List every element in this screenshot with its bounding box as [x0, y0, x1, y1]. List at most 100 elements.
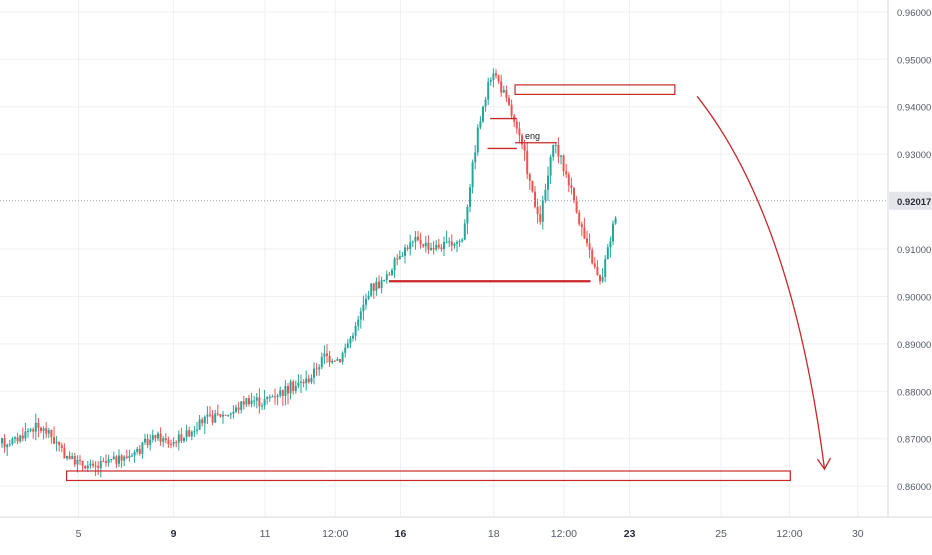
candle-body	[3, 438, 6, 448]
candle-body	[149, 439, 152, 445]
candle-body	[229, 413, 232, 415]
candle-body	[198, 419, 201, 430]
candle-body	[8, 443, 11, 445]
candle-body	[305, 378, 308, 384]
candle-body	[292, 381, 295, 391]
candle-body	[310, 377, 313, 383]
candle-body	[385, 274, 388, 281]
candle-body	[570, 185, 573, 188]
candle-body	[344, 347, 347, 353]
candle-body	[401, 255, 404, 257]
candle-body	[24, 431, 27, 439]
candle-body	[21, 435, 24, 439]
candle-body	[172, 441, 175, 445]
candle-body	[331, 360, 334, 363]
candle-body	[224, 414, 227, 416]
candle-body	[34, 422, 37, 432]
candle-body	[185, 430, 188, 438]
candle-body	[378, 281, 380, 289]
time-tick-label: 18	[488, 528, 500, 540]
candle-body	[248, 398, 250, 405]
candle-body	[573, 187, 575, 201]
candle-body	[102, 461, 105, 463]
forecast-arrow-head	[816, 457, 832, 471]
candle-body	[11, 438, 14, 444]
candle-body	[583, 227, 586, 239]
candle-body	[567, 174, 570, 186]
candle-body	[367, 295, 370, 299]
target-zone-box	[65, 470, 791, 482]
candle-body	[323, 353, 326, 357]
candle-body	[362, 304, 365, 312]
supply-zone-box	[514, 84, 676, 95]
candle-body	[157, 433, 159, 439]
candle-body	[409, 242, 412, 249]
price-tick-label: 0.90000	[897, 292, 931, 303]
candle-body	[609, 241, 612, 248]
candle-body	[359, 311, 362, 320]
candle-body	[276, 395, 279, 398]
candle-body	[1, 438, 3, 444]
candle-body	[183, 437, 185, 441]
candle-body	[341, 352, 344, 362]
eng-label: eng	[525, 131, 540, 141]
candle-body	[211, 415, 214, 423]
candle-body	[450, 241, 453, 246]
candle-body	[505, 89, 508, 98]
candle-body	[144, 438, 146, 443]
time-tick-label: 12:00	[322, 528, 348, 540]
candle-body	[219, 414, 222, 417]
candle-body	[586, 238, 588, 244]
price-tick-label: 0.94000	[897, 103, 931, 114]
price-tick-label: 0.86000	[897, 482, 931, 493]
candle-body	[349, 338, 352, 344]
candle-body	[274, 396, 276, 398]
candle-body	[123, 456, 126, 461]
candle-body	[60, 445, 63, 449]
candle-body	[489, 80, 492, 82]
price-tick-label: 0.87000	[897, 435, 931, 446]
candle-body	[71, 456, 74, 460]
candle-body	[404, 247, 406, 256]
candle-body	[138, 448, 141, 454]
candle-body	[58, 441, 61, 446]
candle-body	[346, 343, 349, 348]
candle-body	[357, 319, 360, 326]
candle-body	[482, 106, 484, 122]
candle-body	[45, 428, 48, 434]
candle-body	[175, 441, 178, 443]
candle-body	[528, 174, 531, 181]
candle-body	[32, 429, 35, 432]
candle-body	[97, 465, 100, 468]
candle-body	[612, 223, 614, 242]
candle-body	[352, 335, 354, 339]
candle-body	[445, 241, 448, 243]
candle-body	[73, 456, 76, 465]
candle-body	[105, 461, 107, 463]
candle-body	[42, 428, 45, 431]
candle-body	[253, 400, 256, 402]
candle-body	[515, 121, 518, 129]
candle-body	[536, 206, 539, 215]
candle-body	[554, 144, 557, 146]
time-tick-label: 9	[171, 528, 177, 540]
candle-body	[242, 401, 245, 405]
candle-body	[388, 274, 391, 276]
candle-body	[354, 325, 357, 336]
candle-body	[599, 275, 601, 282]
candle-body	[16, 437, 19, 442]
candle-body	[94, 465, 97, 467]
axes-layer: 0.96000 0.95000 0.94000 0.93000 0.91000 0.900…	[0, 0, 932, 540]
candle-body	[370, 283, 373, 296]
candle-body	[593, 263, 596, 267]
candle-body	[487, 81, 490, 100]
candle-body	[167, 440, 170, 445]
candle-body	[86, 465, 89, 469]
candle-body	[300, 381, 302, 383]
candle-body	[398, 256, 401, 260]
candle-body	[180, 434, 183, 441]
candle-body	[177, 434, 180, 443]
candle-body	[471, 162, 474, 188]
